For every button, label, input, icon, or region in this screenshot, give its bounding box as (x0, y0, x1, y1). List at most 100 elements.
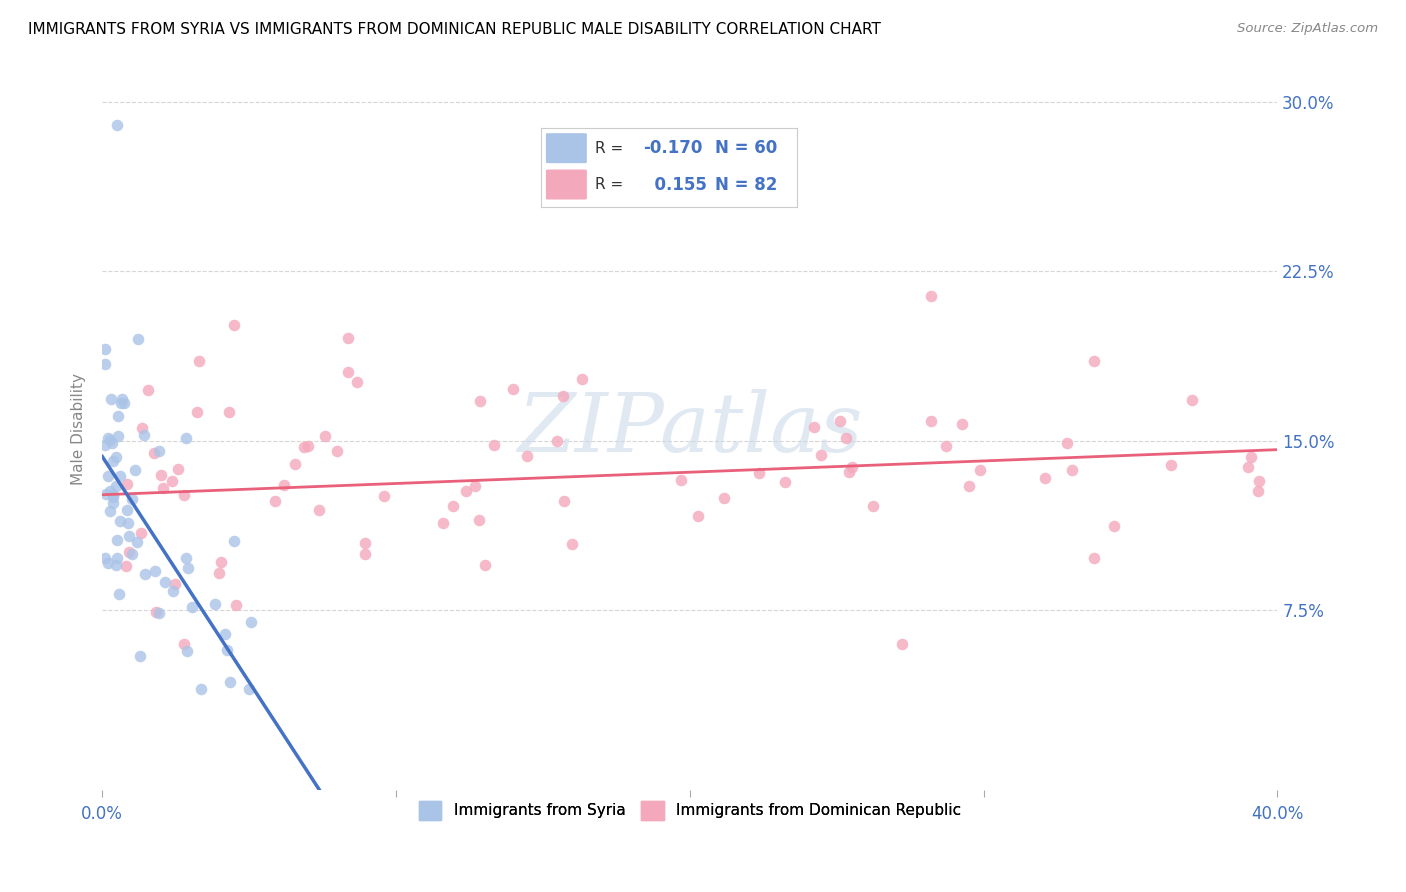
Point (100, 392, 122, 406)
Text: R =: R = (595, 177, 627, 192)
Text: 0.155: 0.155 (643, 176, 707, 194)
Point (1247, 484, 1270, 499)
Point (208, 566, 231, 581)
Point (150, 467, 173, 482)
Point (454, 484, 477, 499)
Point (98, 504, 121, 518)
Point (225, 599, 247, 613)
Point (891, 637, 914, 651)
Point (117, 503, 139, 517)
Point (314, 429, 336, 443)
Point (101, 454, 124, 468)
FancyBboxPatch shape (546, 133, 586, 163)
Point (748, 466, 770, 480)
Point (337, 365, 360, 379)
Point (828, 414, 851, 428)
Point (118, 529, 141, 543)
Point (107, 587, 129, 601)
Point (112, 396, 135, 410)
Point (373, 489, 395, 503)
Point (308, 503, 330, 517)
Point (166, 462, 188, 476)
Point (118, 544, 141, 558)
Point (950, 417, 973, 432)
Point (326, 444, 349, 458)
Point (111, 392, 134, 406)
Point (264, 494, 287, 508)
Point (935, 439, 957, 453)
Point (464, 479, 486, 493)
Point (502, 382, 524, 396)
Point (110, 396, 132, 410)
Point (134, 566, 156, 581)
Point (1056, 436, 1078, 450)
Point (177, 560, 200, 574)
Point (240, 615, 263, 629)
Point (1181, 392, 1204, 407)
Point (336, 330, 359, 344)
Point (115, 477, 138, 491)
Point (190, 681, 212, 696)
Point (104, 479, 127, 493)
Point (101, 435, 124, 450)
Point (136, 383, 159, 397)
Point (173, 488, 195, 502)
Point (284, 458, 307, 472)
Point (117, 516, 139, 531)
Point (969, 463, 991, 477)
Text: IMMIGRANTS FROM SYRIA VS IMMIGRANTS FROM DOMINICAN REPUBLIC MALE DISABILITY CORR: IMMIGRANTS FROM SYRIA VS IMMIGRANTS FROM… (28, 22, 882, 37)
Point (165, 577, 187, 591)
Point (114, 559, 136, 574)
Point (810, 448, 832, 462)
Point (1033, 471, 1056, 485)
Point (160, 474, 183, 488)
Point (468, 513, 491, 527)
Legend: Immigrants from Syria, Immigrants from Dominican Republic: Immigrants from Syria, Immigrants from D… (412, 795, 967, 826)
Point (129, 649, 152, 664)
Point (1240, 450, 1263, 464)
Point (920, 289, 942, 303)
Point (107, 429, 129, 443)
Point (432, 516, 454, 530)
Text: N = 60: N = 60 (714, 139, 778, 157)
Point (218, 405, 240, 419)
Point (188, 354, 211, 368)
Point (215, 643, 238, 657)
Point (546, 434, 568, 448)
Point (1247, 474, 1270, 488)
Point (107, 409, 129, 424)
Point (94, 437, 117, 451)
Point (273, 477, 295, 491)
Point (145, 564, 167, 578)
Point (1083, 354, 1105, 368)
Point (1062, 463, 1084, 477)
Point (353, 535, 375, 549)
Point (132, 428, 155, 442)
Point (174, 431, 197, 445)
Point (1102, 519, 1125, 533)
Point (107, 551, 129, 566)
Point (571, 372, 593, 386)
Point (470, 394, 492, 409)
Point (292, 440, 315, 454)
Point (101, 487, 124, 501)
FancyBboxPatch shape (546, 169, 586, 200)
Point (176, 643, 198, 657)
Point (94, 551, 117, 566)
Point (94, 342, 117, 356)
Point (108, 469, 131, 483)
Point (162, 584, 184, 599)
Point (124, 463, 146, 477)
Point (145, 605, 167, 619)
Point (110, 514, 132, 528)
Point (297, 439, 319, 453)
Point (224, 533, 246, 548)
Point (94, 357, 117, 371)
Point (180, 600, 202, 615)
Point (551, 389, 574, 403)
Point (129, 526, 152, 541)
Point (561, 537, 583, 551)
Point (176, 551, 198, 566)
Text: R =: R = (595, 141, 627, 156)
Point (443, 499, 465, 513)
